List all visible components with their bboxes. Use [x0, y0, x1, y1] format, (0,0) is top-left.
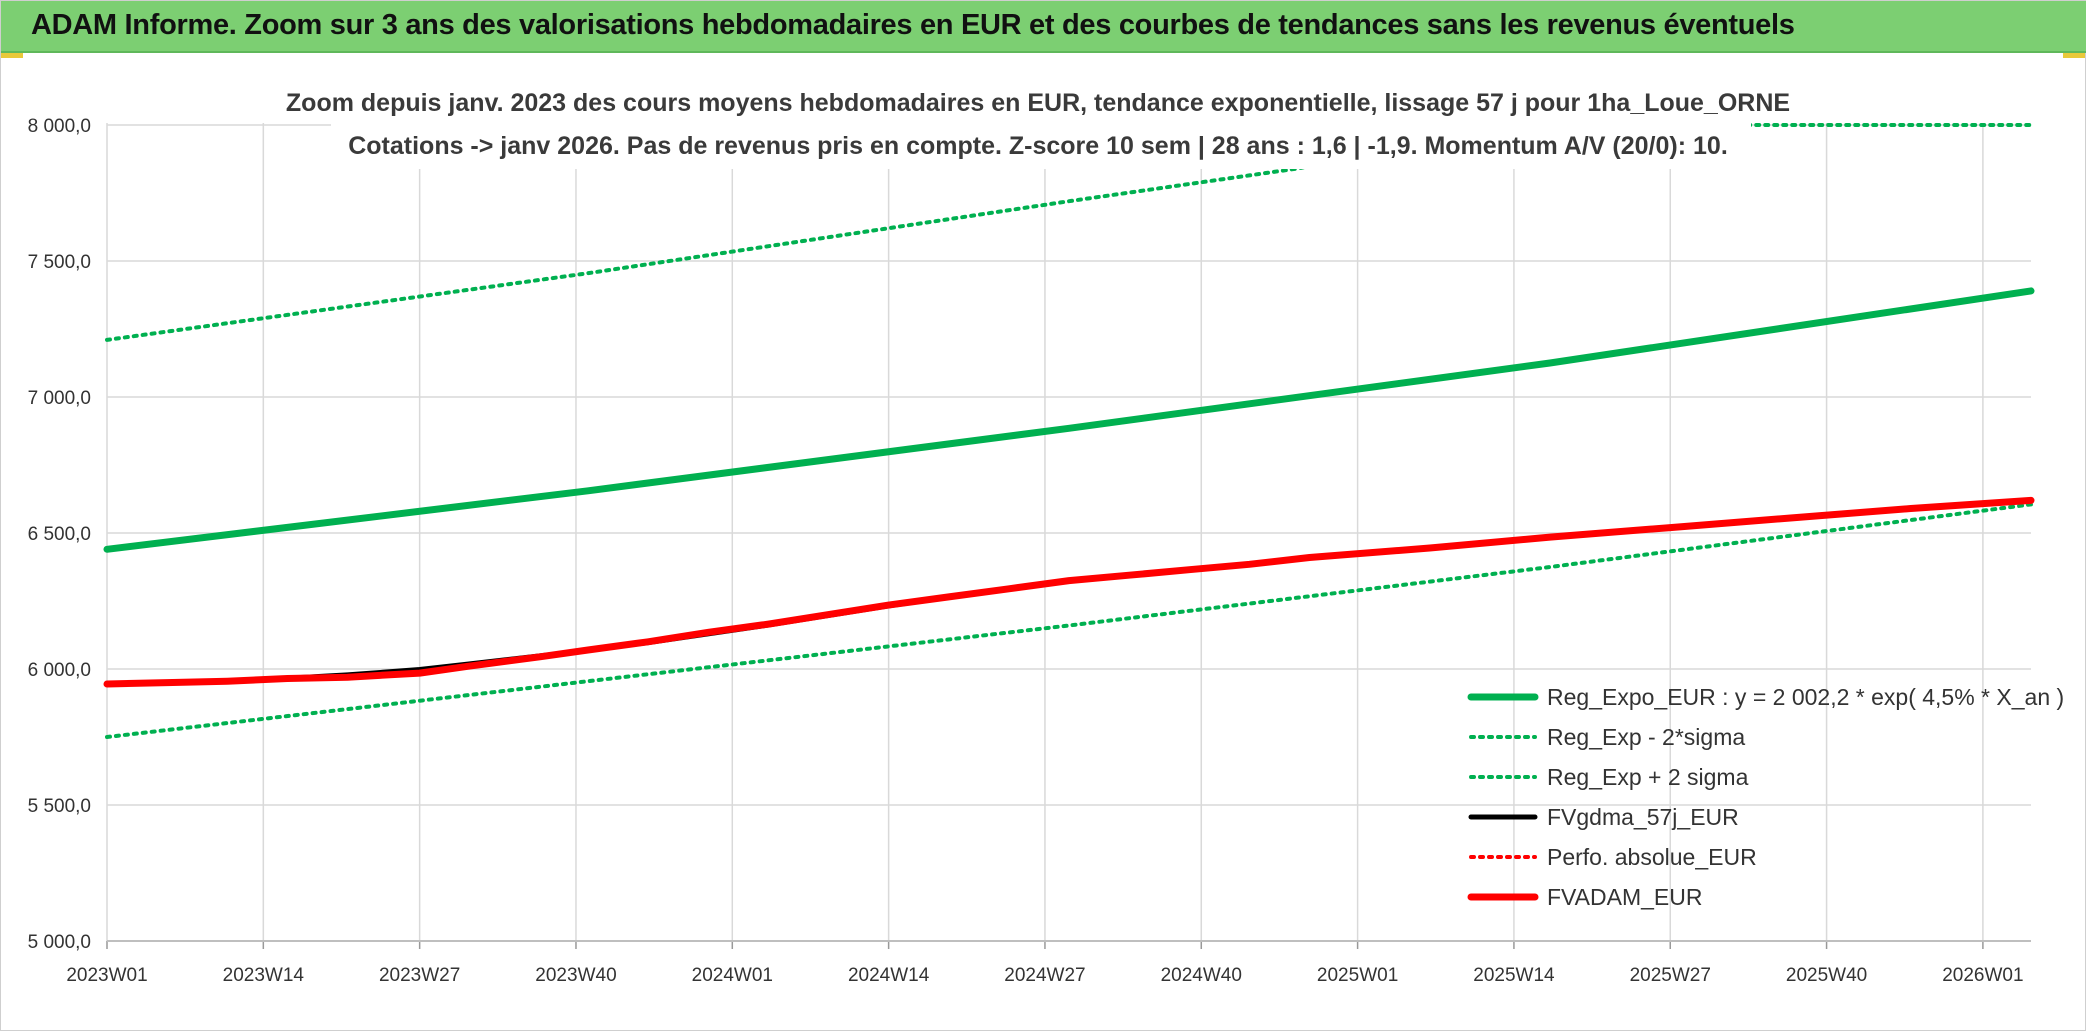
header-bar: ADAM Informe. Zoom sur 3 ans des valoris… [1, 1, 2086, 53]
x-tick-label: 2024W27 [1004, 965, 1085, 986]
y-tick-label: 6 500,0 [28, 524, 91, 545]
legend-label-1: Reg_Exp - 2*sigma [1547, 724, 1745, 750]
x-tick-label: 2023W14 [223, 965, 305, 986]
y-tick-label: 8 000,0 [28, 116, 91, 137]
legend-label-4: Perfo. absolue_EUR [1547, 844, 1757, 870]
series-line-1 [105, 502, 2033, 739]
page-title: ADAM Informe. Zoom sur 3 ans des valoris… [31, 9, 1795, 41]
y-tick-label: 7 500,0 [28, 252, 91, 273]
x-tick-label: 2023W40 [535, 965, 616, 986]
x-tick-label: 2025W01 [1317, 965, 1398, 986]
x-tick-label: 2023W27 [379, 965, 460, 986]
x-tick-label: 2024W40 [1161, 965, 1242, 986]
gridlines [106, 123, 2031, 942]
x-tick-label: 2024W01 [692, 965, 773, 986]
x-tick-label: 2026W01 [1942, 965, 2023, 986]
y-tick-label: 7 000,0 [28, 388, 91, 409]
series-line-2 [105, 123, 2033, 342]
subtitle-background [331, 81, 1751, 169]
legend: Reg_Expo_EUR : y = 2 002,2 * exp( 4,5% *… [1467, 684, 2064, 910]
x-tick-label: 2024W14 [848, 965, 930, 986]
x-tick-label: 2025W27 [1630, 965, 1711, 986]
subtitle-line-2: Cotations -> janv 2026. Pas de revenus p… [348, 132, 1728, 160]
series-lines [103, 123, 2035, 739]
x-tick-label: 2025W14 [1473, 965, 1555, 986]
y-tick-label: 5 000,0 [28, 932, 91, 953]
y-tick-label: 5 500,0 [28, 796, 91, 817]
x-tick-label: 2023W01 [66, 965, 147, 986]
y-tick-label: 6 000,0 [28, 660, 91, 681]
y-axis-ticks: 5 000,0 5 500,0 6 000,0 6 500,0 7 000,0 7 500… [28, 116, 91, 953]
chart-subtitle: Zoom depuis janv. 2023 des cours moyens … [286, 81, 1790, 169]
legend-label-2: Reg_Exp + 2 sigma [1547, 764, 1749, 790]
x-axis-ticks: 2023W01 2023W14 2023W27 2023W40 2024W01 2024W… [66, 940, 2031, 986]
legend-label-3: FVgdma_57j_EUR [1547, 804, 1739, 830]
subtitle-line-1: Zoom depuis janv. 2023 des cours moyens … [286, 89, 1790, 117]
x-tick-label: 2025W40 [1786, 965, 1867, 986]
legend-label-5: FVADAM_EUR [1547, 884, 1703, 910]
series-line-0 [103, 287, 2035, 553]
header-accent-right [2063, 53, 2085, 58]
legend-label-0: Reg_Expo_EUR : y = 2 002,2 * exp( 4,5% *… [1547, 684, 2064, 710]
series-line-5 [103, 496, 2035, 688]
header-accent-left [1, 53, 23, 58]
